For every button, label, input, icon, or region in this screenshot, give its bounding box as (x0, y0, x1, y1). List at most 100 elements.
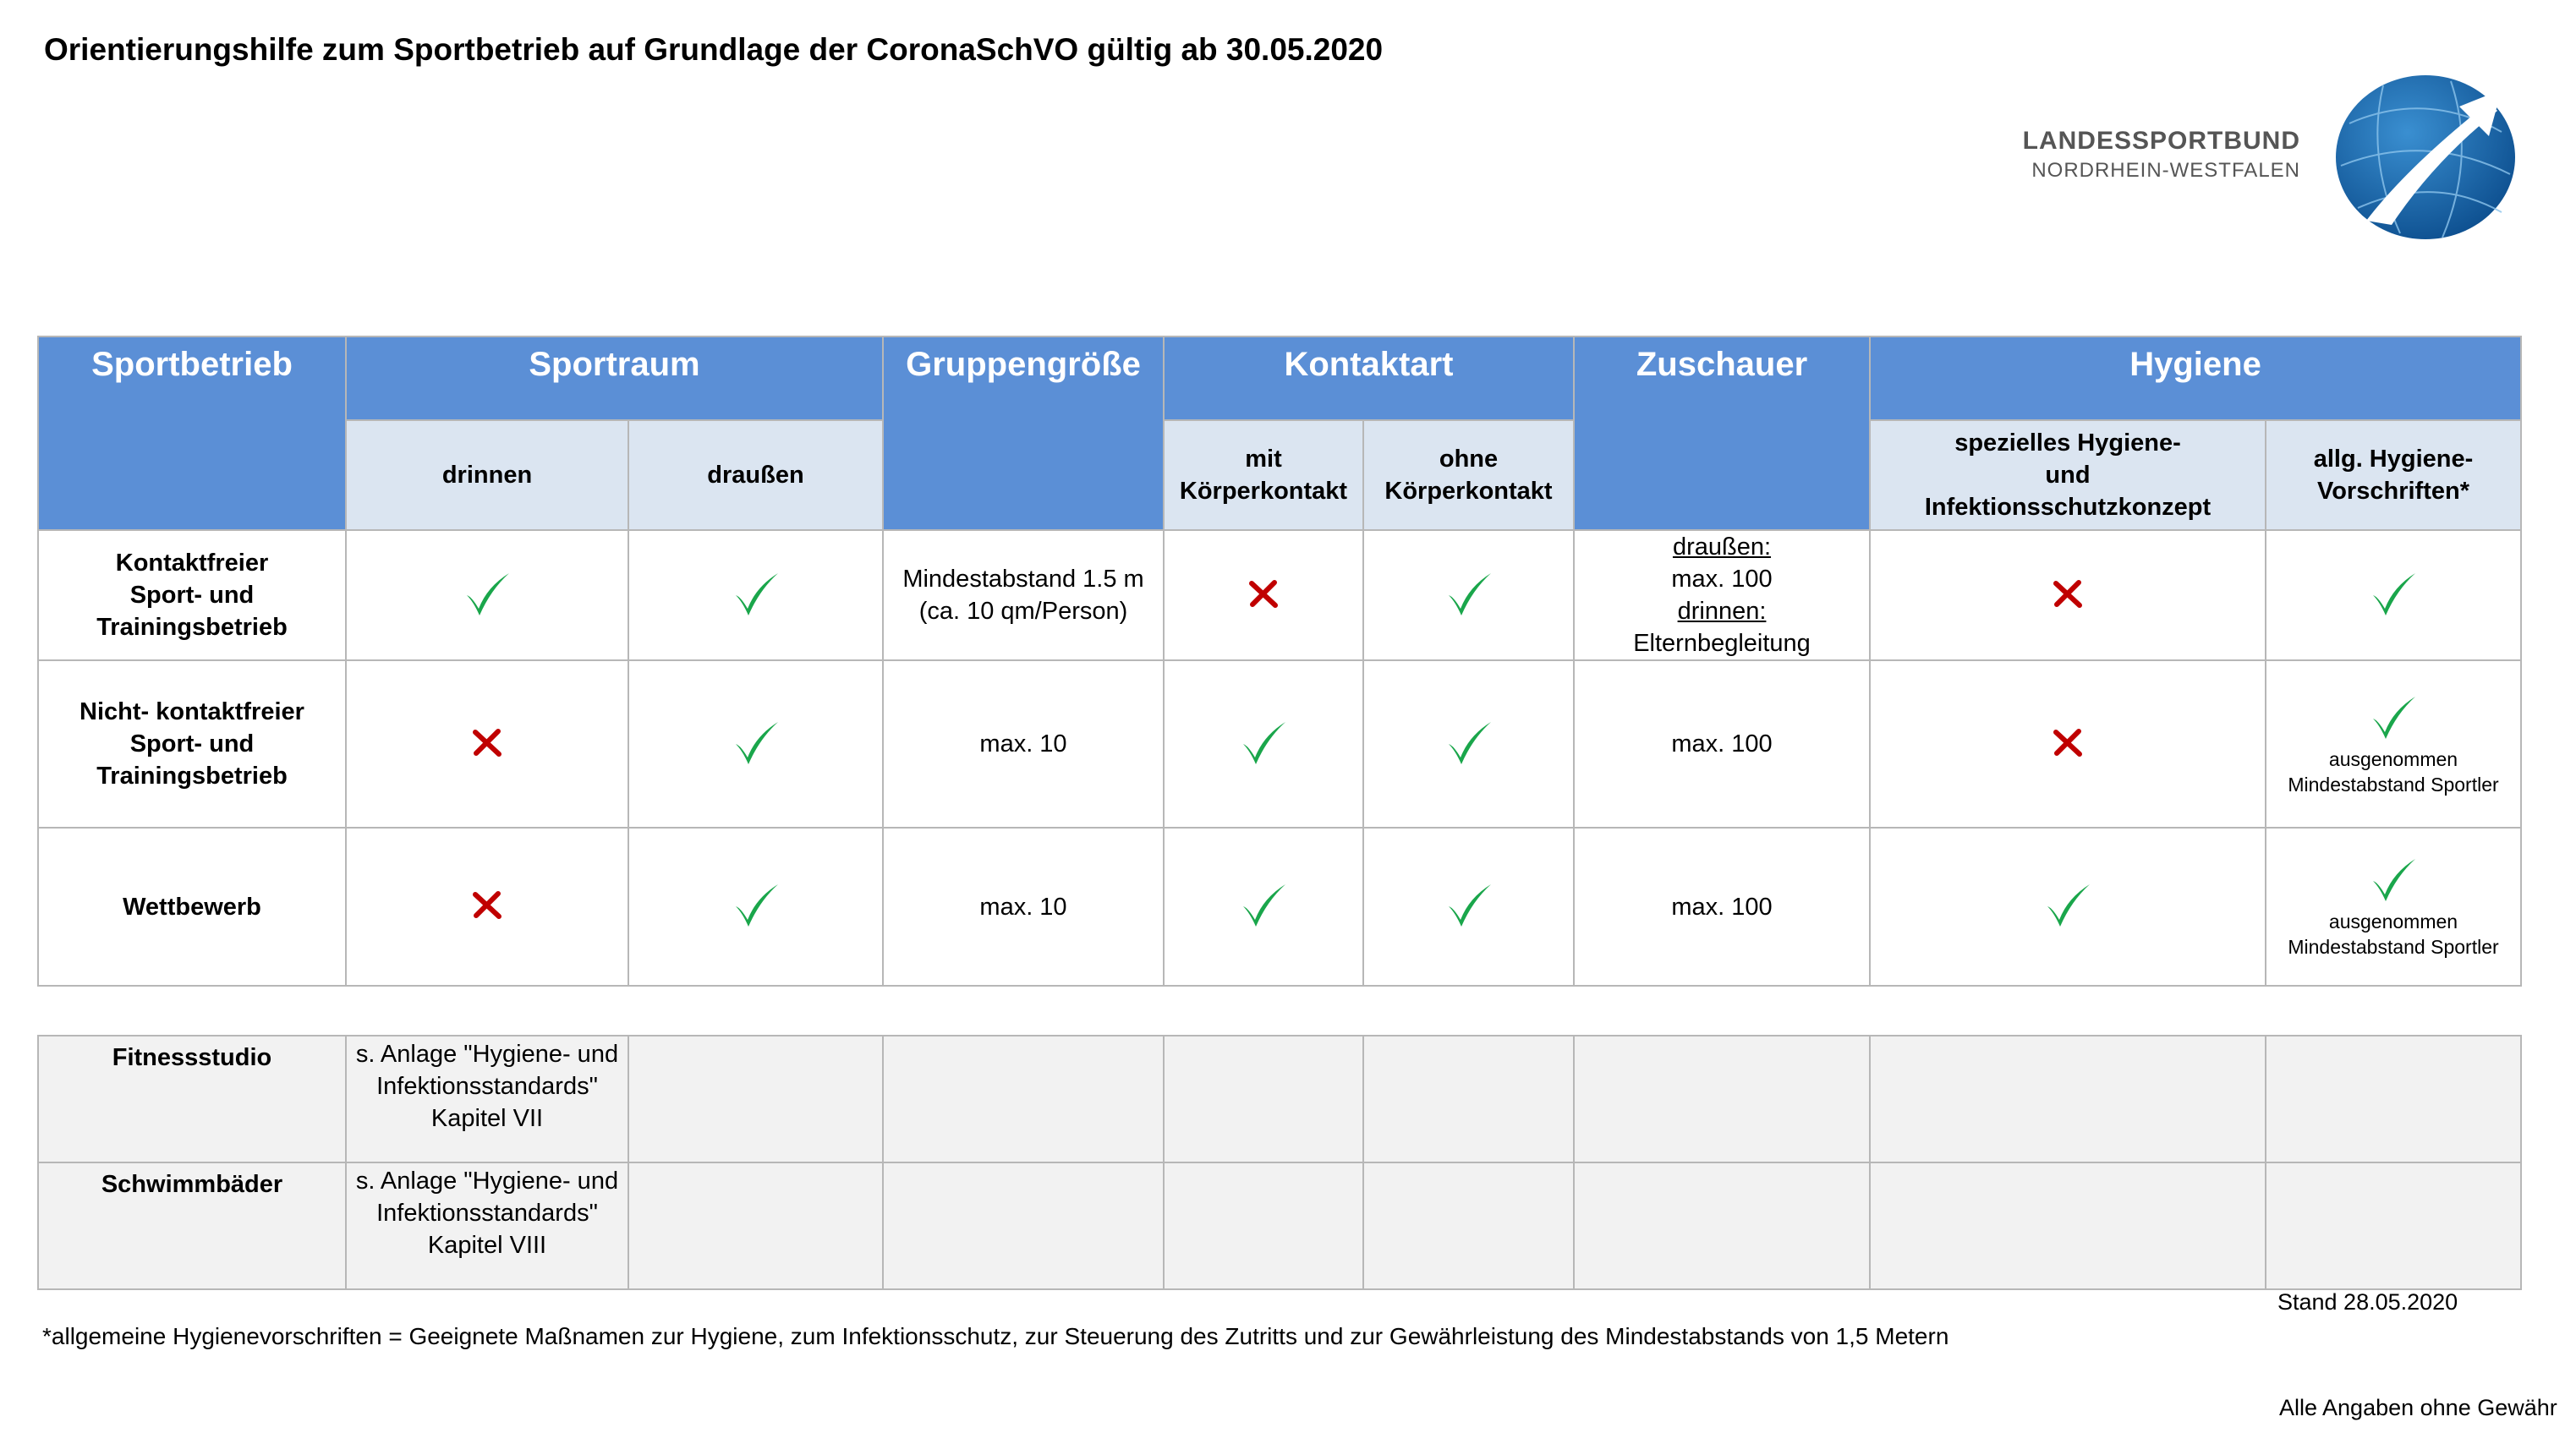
table-row: Fitnessstudio s. Anlage "Hygiene- und In… (37, 1035, 2522, 1163)
cell-drinnen (345, 529, 629, 661)
subheader-allg-line-1: allg. Hygiene- (2313, 446, 2474, 473)
allg-note-line: ausgenommen (2328, 747, 2458, 770)
facility-note-line: Kapitel VII (430, 1105, 544, 1132)
facility-note: s. Anlage "Hygiene- und Infektionsstanda… (345, 1035, 629, 1163)
sport-table: Sportbetrieb Sportraum Gruppengröße Kont… (37, 336, 2523, 987)
row-label-line: Trainingsbetrieb (96, 614, 288, 641)
cell-mit (1163, 659, 1364, 829)
header-hygiene: Hygiene (1868, 336, 2523, 421)
cell-allg (2264, 529, 2523, 661)
check-icon (2042, 884, 2093, 933)
subheader-ohne-line-1: ohne (1439, 446, 1499, 473)
cross-icon (2051, 728, 2085, 763)
check-icon (2368, 572, 2419, 622)
cross-icon (1247, 579, 1280, 614)
globe-logo-icon (2336, 75, 2515, 239)
empty-cell (1573, 1035, 1871, 1163)
facility-note: s. Anlage "Hygiene- und Infektionsstanda… (345, 1162, 629, 1290)
check-icon (1444, 572, 1494, 622)
table-row: Nicht- kontaktfreier Sport- und Training… (37, 659, 2523, 829)
allg-note-line: ausgenommen (2328, 911, 2458, 933)
cell-allg: ausgenommen Mindestabstand Sportler (2264, 827, 2523, 987)
cell-spezielles (1869, 529, 2266, 661)
cross-icon (2051, 579, 2085, 614)
cell-ohne (1362, 659, 1575, 829)
allg-note-line: Mindestabstand Sportler (2288, 936, 2499, 958)
row-label: Nicht- kontaktfreier Sport- und Training… (37, 659, 347, 829)
check-icon (1444, 721, 1494, 771)
subheader-allg-vorschriften: allg. Hygiene- Vorschriften* (2264, 419, 2523, 531)
cell-ohne (1362, 827, 1575, 987)
facility-note-line: s. Anlage "Hygiene- und (355, 1041, 619, 1068)
cell-ohne (1362, 529, 1575, 661)
cell-draussen (628, 659, 884, 829)
cell-gruppe: max. 10 (882, 827, 1165, 987)
cell-draussen (628, 827, 884, 987)
facility-note-line: s. Anlage "Hygiene- und (355, 1168, 619, 1195)
empty-cell (628, 1035, 884, 1163)
subheader-ohne-koerperkontakt: ohne Körperkontakt (1362, 419, 1575, 531)
cell-mit (1163, 827, 1364, 987)
row-label-line: Wettbewerb (123, 893, 261, 921)
subheader-spez-line-1: spezielles Hygiene- (1954, 429, 2181, 457)
subheader-mit-line-2: Körperkontakt (1179, 478, 1348, 505)
check-icon (731, 884, 781, 933)
empty-cell (882, 1162, 1165, 1290)
cross-icon (470, 891, 504, 925)
zuschauer-line: draußen: (1672, 533, 1772, 561)
empty-cell (1869, 1162, 2266, 1290)
check-icon (1444, 884, 1494, 933)
table-row: Schwimmbäder s. Anlage "Hygiene- und Inf… (37, 1162, 2522, 1290)
empty-cell (1362, 1162, 1575, 1290)
row-label-line: Nicht- kontaktfreier (79, 698, 304, 725)
facility-note-line: Kapitel VIII (427, 1232, 547, 1259)
check-icon (731, 572, 781, 622)
check-icon (2368, 859, 2419, 908)
subheader-spezielles-konzept: spezielles Hygiene- und Infektionsschutz… (1869, 419, 2266, 531)
header-sportraum: Sportraum (345, 336, 884, 421)
check-icon (1238, 884, 1289, 933)
cell-allg: ausgenommen Mindestabstand Sportler (2264, 659, 2523, 829)
facility-note-line: Infektionsstandards" (376, 1200, 598, 1227)
header-gruppengroesse: Gruppengröße (882, 336, 1165, 531)
check-icon (1238, 721, 1289, 771)
cell-zuschauer: max. 100 (1573, 827, 1871, 987)
empty-cell (2265, 1035, 2522, 1163)
facility-label: Schwimmbäder (37, 1162, 347, 1290)
additional-facilities-table: Fitnessstudio s. Anlage "Hygiene- und In… (37, 1035, 2522, 1290)
cell-gruppe: max. 10 (882, 659, 1165, 829)
gruppe-line: Mindestabstand 1.5 m (902, 566, 1144, 593)
subheader-spez-line-2: und (2045, 462, 2091, 489)
subheader-ohne-line-2: Körperkontakt (1384, 478, 1553, 505)
logo-line-2: NORDRHEIN-WESTFALEN (2031, 159, 2300, 182)
row-label-line: Trainingsbetrieb (96, 763, 288, 790)
check-icon (462, 572, 512, 622)
cell-spezielles (1869, 827, 2266, 987)
empty-cell (2265, 1162, 2522, 1290)
cell-gruppe: Mindestabstand 1.5 m (ca. 10 qm/Person) (882, 529, 1165, 661)
facility-note-line: Infektionsstandards" (376, 1073, 598, 1100)
cross-icon (470, 728, 504, 763)
cell-zuschauer: draußen: max. 100 drinnen: Elternbegleit… (1573, 529, 1871, 661)
empty-cell (1163, 1162, 1364, 1290)
empty-cell (1163, 1035, 1364, 1163)
row-label: Wettbewerb (37, 827, 347, 987)
empty-cell (1869, 1035, 2266, 1163)
cell-drinnen (345, 827, 629, 987)
stand-date: Stand 28.05.2020 (2277, 1289, 2458, 1315)
cell-draussen (628, 529, 884, 661)
check-icon (2368, 696, 2419, 746)
facility-label: Fitnessstudio (37, 1035, 347, 1163)
subheader-mit-line-1: mit (1245, 446, 1282, 473)
table-row: Wettbewerb max. 10 max. 100 ausgenommen … (37, 827, 2523, 987)
subheader-allg-line-2: Vorschriften* (2317, 478, 2469, 505)
zuschauer-line: Elternbegleitung (1633, 630, 1811, 657)
zuschauer-line: drinnen: (1677, 598, 1767, 625)
cell-mit (1163, 529, 1364, 661)
logo-wordmark: LANDESSPORTBUND NORDRHEIN-WESTFALEN (2013, 127, 2300, 183)
subheader-draussen: draußen (628, 419, 884, 531)
footnote: *allgemeine Hygienevorschriften = Geeign… (42, 1323, 1949, 1349)
zuschauer-line: max. 100 (1671, 566, 1773, 593)
cell-drinnen (345, 659, 629, 829)
page-title: Orientierungshilfe zum Sportbetrieb auf … (44, 32, 1384, 67)
